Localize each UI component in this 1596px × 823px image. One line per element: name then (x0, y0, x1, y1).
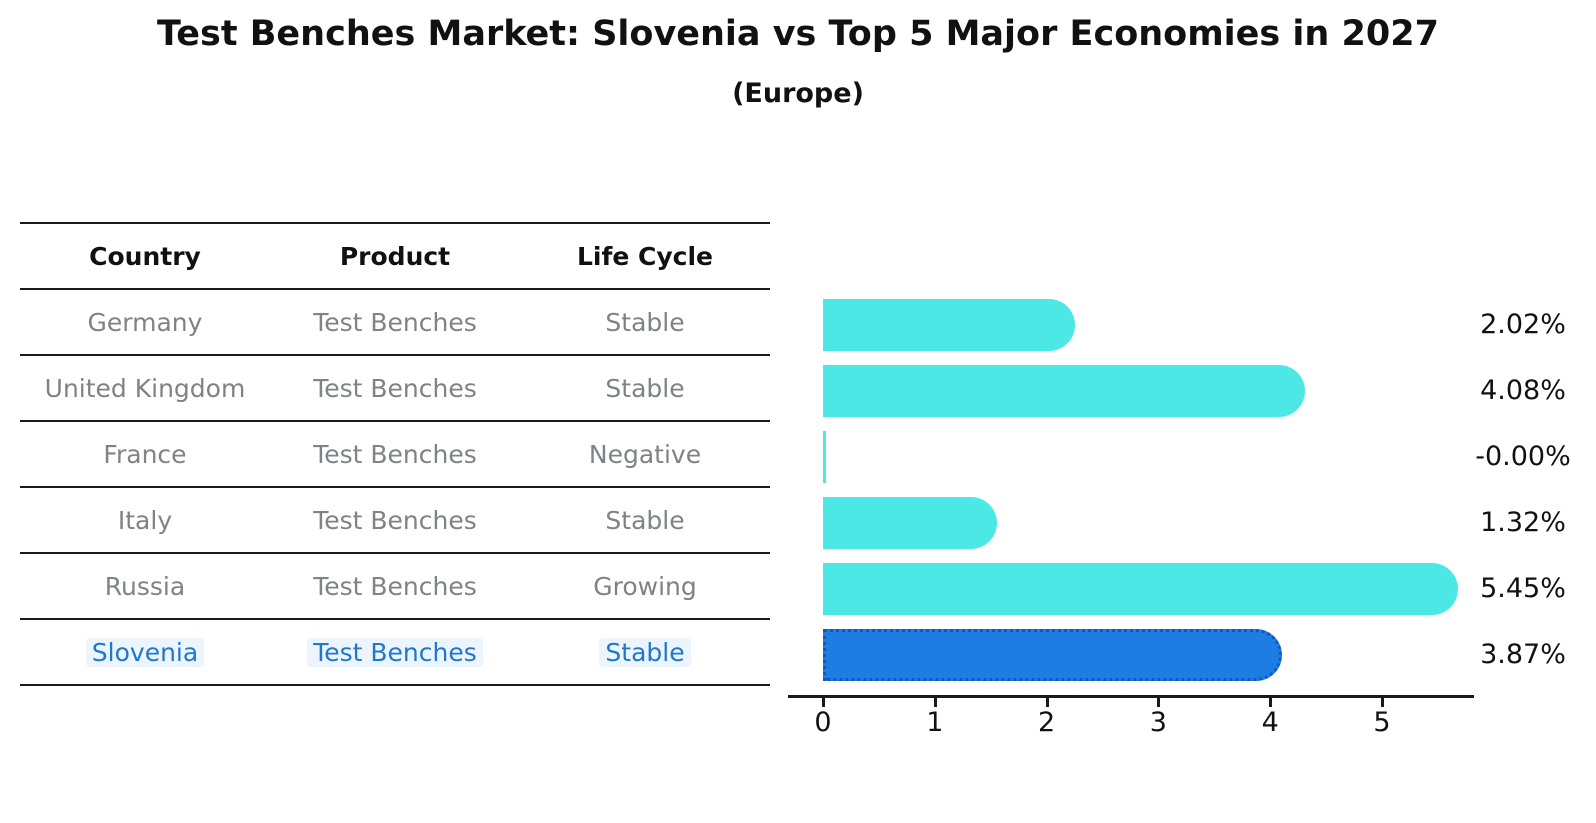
x-axis-spine (788, 695, 1474, 698)
x-tick-mark-2 (1045, 698, 1049, 707)
bar-italy (823, 497, 997, 549)
bar-germany (823, 299, 1075, 351)
x-tick-mark-4 (1269, 698, 1273, 707)
table-row-slovenia: Slovenia Test Benches Stable (20, 620, 770, 686)
x-tick-label-5: 5 (1373, 707, 1391, 738)
country-cell: Germany (87, 307, 203, 337)
country-cell: France (103, 439, 187, 469)
life-cycle-cell: Stable (605, 505, 685, 535)
table-row-germany: Germany Test Benches Stable (20, 290, 770, 356)
country-cell: Italy (117, 505, 173, 535)
life-cycle-cell: Growing (593, 571, 697, 601)
column-header-country: Country (89, 241, 201, 271)
life-cycle-cell: Stable (605, 307, 685, 337)
table-row-france: France Test Benches Negative (20, 422, 770, 488)
product-cell: Test Benches (270, 620, 520, 684)
bar-slovenia (823, 629, 1282, 681)
x-tick-mark-5 (1381, 698, 1384, 707)
life-cycle-cell: Stable (605, 373, 685, 403)
x-tick-label-3: 3 (1149, 707, 1167, 738)
value-label-france: -0.00% (1475, 441, 1571, 472)
country-cell: Slovenia (20, 620, 270, 684)
life-cycle-cell: Negative (588, 439, 702, 469)
bar-united-kingdom (823, 365, 1306, 417)
chart-title: Test Benches Market: Slovenia vs Top 5 M… (157, 14, 1439, 54)
value-label-united-kingdom: 4.08% (1480, 375, 1566, 406)
value-label-russia: 5.45% (1480, 573, 1566, 604)
x-tick-mark-3 (1157, 698, 1161, 707)
x-tick-label-2: 2 (1038, 707, 1056, 738)
x-tick-label-4: 4 (1261, 707, 1279, 738)
product-cell: Test Benches (313, 439, 477, 469)
table-row-russia: Russia Test Benches Growing (20, 554, 770, 620)
country-cell: Russia (104, 571, 186, 601)
table-header-row: Country Product Life Cycle (20, 224, 770, 290)
column-header-life-cycle: Life Cycle (576, 241, 714, 271)
product-cell: Test Benches (313, 373, 477, 403)
x-tick-label-1: 1 (926, 707, 944, 738)
table-body: Germany Test Benches Stable United Kingdom T… (20, 290, 770, 686)
x-tick-mark-1 (933, 698, 937, 707)
value-label-italy: 1.32% (1480, 507, 1566, 538)
table-row-united-kingdom: United Kingdom Test Benches Stable (20, 356, 770, 422)
x-tick-label-0: 0 (814, 707, 832, 738)
life-cycle-cell: Stable (520, 620, 770, 684)
product-cell: Test Benches (313, 571, 477, 601)
table-row-italy: Italy Test Benches Stable (20, 488, 770, 554)
bar-russia (823, 563, 1459, 615)
product-cell: Test Benches (313, 307, 477, 337)
chart-subtitle: (Europe) (732, 78, 864, 109)
value-label-germany: 2.02% (1480, 309, 1566, 340)
info-table: Country Product Life Cycle Germany Test B… (20, 222, 770, 686)
bar-france (823, 431, 826, 483)
x-axis: 0 1 2 3 4 5 (788, 695, 1478, 755)
plot-area (823, 292, 1483, 688)
product-cell: Test Benches (313, 505, 477, 535)
country-cell: United Kingdom (44, 373, 246, 403)
value-labels: 2.02% 4.08% -0.00% 1.32% 5.45% 3.87% (1458, 292, 1588, 688)
value-label-slovenia: 3.87% (1480, 639, 1566, 670)
x-tick-mark-0 (822, 698, 825, 707)
column-header-product: Product (339, 241, 451, 271)
